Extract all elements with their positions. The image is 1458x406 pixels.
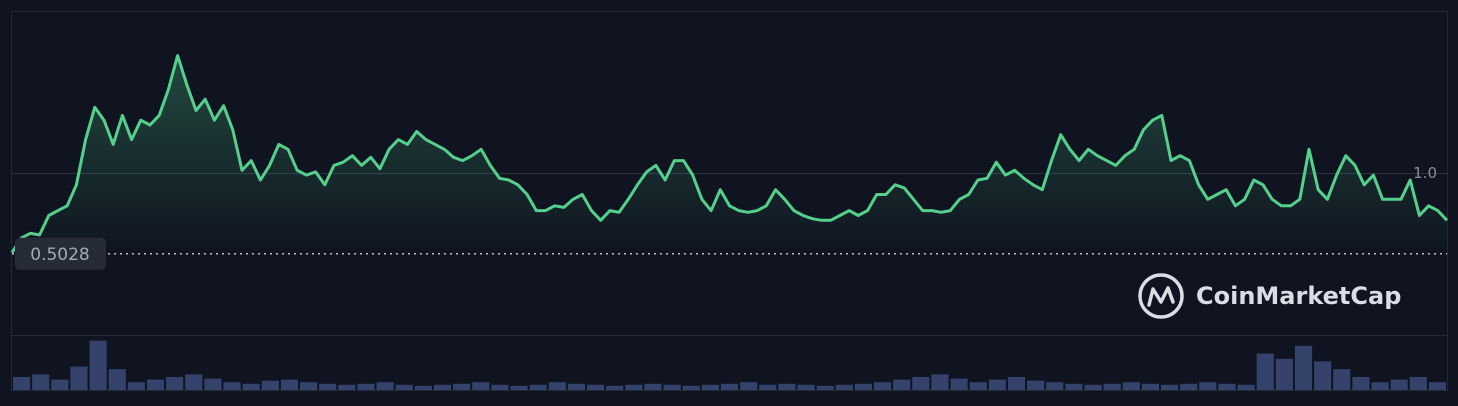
volume-bar xyxy=(433,384,452,390)
volume-bar xyxy=(491,384,509,390)
volume-bar xyxy=(166,377,184,390)
volume-bar xyxy=(70,366,88,390)
price-label: 0.5028 xyxy=(30,245,89,265)
volume-bar xyxy=(185,374,203,390)
watermark-text: CoinMarketCap xyxy=(1196,282,1401,310)
watermark-logo xyxy=(1138,273,1184,319)
volume-bar xyxy=(1046,382,1064,390)
volume-bar xyxy=(759,384,777,390)
volume-bar xyxy=(797,384,815,390)
volume-bar xyxy=(357,383,375,390)
volume-bar xyxy=(1294,345,1313,390)
volume-bar xyxy=(816,385,834,390)
volume-bar xyxy=(854,383,872,390)
volume-bar xyxy=(1409,377,1427,390)
volume-bar xyxy=(625,384,643,390)
volume-bar xyxy=(778,383,796,390)
area xyxy=(12,55,1447,254)
volume-bar xyxy=(950,378,968,390)
volume-bar xyxy=(89,340,107,390)
volume-bar xyxy=(606,385,624,390)
volume-bar xyxy=(1084,384,1102,390)
volume-bar xyxy=(1275,358,1293,390)
volume-bar xyxy=(529,384,547,390)
volume-bar xyxy=(587,384,605,390)
volume-bar xyxy=(835,384,853,390)
volume-bar xyxy=(1141,383,1159,390)
volume-bar xyxy=(1352,377,1370,390)
volume-bar xyxy=(1065,383,1083,390)
volume-bar xyxy=(319,383,337,390)
volume-bar xyxy=(1314,361,1332,390)
volume-bar xyxy=(13,377,31,390)
volume-bar xyxy=(548,382,566,390)
volume-bar xyxy=(261,380,279,390)
volume-bar xyxy=(395,384,413,390)
volume-bar xyxy=(912,377,930,390)
volume-bar xyxy=(663,384,681,390)
volume-bar xyxy=(242,383,260,390)
volume-bar xyxy=(338,384,356,390)
plot-frame xyxy=(11,11,1448,336)
volume-bar xyxy=(567,383,585,390)
volume-bar xyxy=(1180,383,1198,390)
volume-bar xyxy=(1199,382,1217,390)
volume-bar xyxy=(453,383,471,390)
volume-bar xyxy=(720,383,739,390)
volume-bar xyxy=(280,379,298,390)
volume-bar xyxy=(300,382,318,390)
y-tick-label: 1.0 xyxy=(1413,164,1437,182)
volume-bar xyxy=(874,382,892,390)
volume-bar xyxy=(510,385,528,390)
volume-bar xyxy=(931,374,949,390)
volume-bar xyxy=(1256,353,1274,390)
volume-bar xyxy=(893,379,911,390)
volume-bar xyxy=(108,369,126,390)
volume-bar xyxy=(988,379,1006,390)
watermark: CoinMarketCap xyxy=(1138,273,1401,319)
volume-bar xyxy=(32,374,50,390)
volume-bar xyxy=(376,382,394,390)
volume-bar xyxy=(1027,380,1045,390)
volume-bar xyxy=(1333,369,1351,390)
volume-bar xyxy=(1007,377,1026,390)
volume-bar xyxy=(127,382,145,390)
volume-bar xyxy=(1161,384,1179,390)
volume-bar xyxy=(1428,382,1446,390)
volume-bar xyxy=(682,385,700,390)
volume-bar xyxy=(472,382,490,390)
volume-bar xyxy=(1103,383,1121,390)
price-badge xyxy=(15,237,106,270)
volume-bar xyxy=(1237,384,1255,390)
volume-bar xyxy=(969,382,987,390)
volume-bar xyxy=(1218,383,1236,390)
volume-bar xyxy=(1122,382,1140,390)
volume-bar xyxy=(146,379,165,390)
volume-bar xyxy=(701,384,719,390)
watermark-logo-mark xyxy=(1147,286,1175,307)
volume-bar xyxy=(740,382,758,390)
volume-bar xyxy=(1390,379,1408,390)
volume-bar xyxy=(204,378,222,390)
volume-bar xyxy=(644,383,662,390)
volume-bar xyxy=(223,382,241,390)
volume-bar xyxy=(414,385,432,390)
price-line xyxy=(10,54,1449,254)
volume-bar xyxy=(51,379,69,390)
volume-bar xyxy=(1371,382,1389,390)
